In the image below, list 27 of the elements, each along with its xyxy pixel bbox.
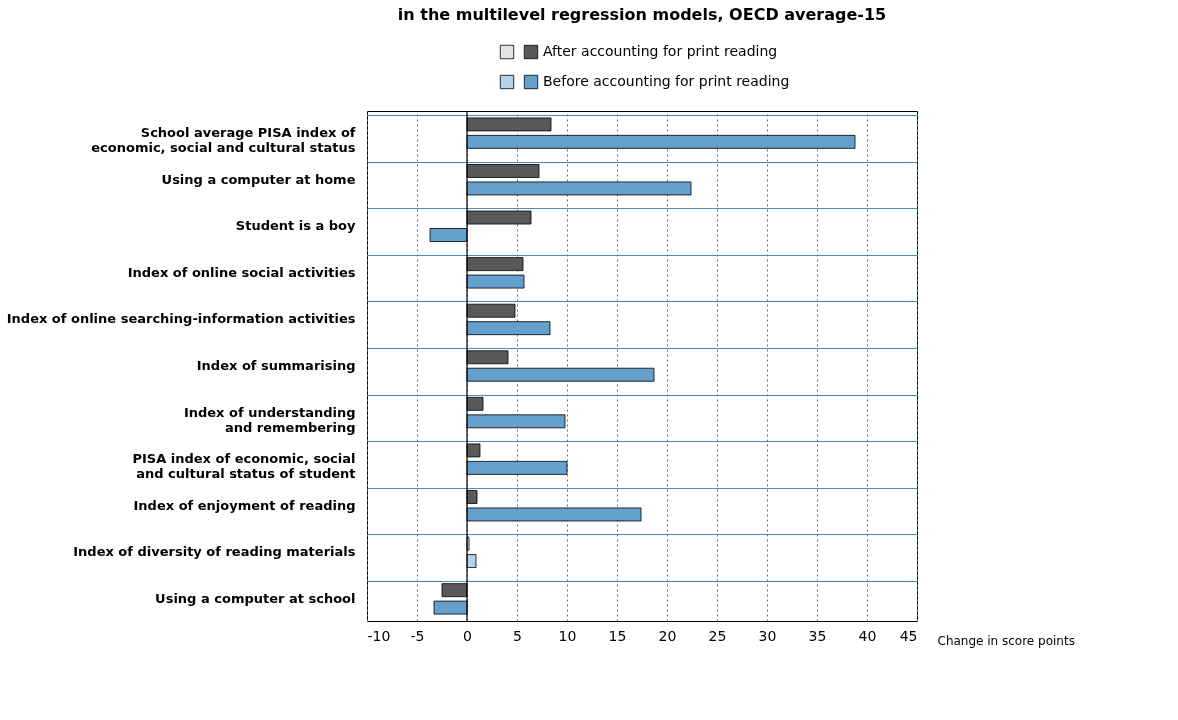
legend-label: Before accounting for print reading [543, 73, 790, 89]
y-tick-label: Using a computer at home [161, 171, 356, 187]
y-tick-label: School average PISA index of economic, social and cultural status [91, 125, 356, 156]
x-tick-label: 30 [758, 627, 777, 644]
y-tick-label: Using a computer at school [155, 590, 356, 606]
x-tick-label: 45 [899, 627, 918, 644]
x-axis-title: Change in score points [937, 633, 1075, 648]
y-tick-label: Index of understanding and remembering [183, 404, 356, 435]
x-tick-label: 0 [463, 627, 472, 644]
y-tick-label: PISA index of economic, social and cultural status of student [132, 451, 356, 482]
y-tick-label: Index of summarising [196, 358, 356, 373]
x-tick-label: 25 [708, 627, 727, 644]
y-tick-label: Index of online searching-information activities [6, 311, 356, 327]
x-tick-label: 40 [858, 627, 877, 644]
chart-title: in the multilevel regression models, OECD average-15 [397, 5, 887, 24]
y-tick-label: Student is a boy [235, 218, 357, 234]
legend-label: After accounting for print reading [543, 43, 778, 59]
x-tick-label: -10 [367, 627, 391, 644]
y-tick-label: Index of online social activities [127, 264, 356, 280]
x-tick-label: -5 [410, 627, 425, 644]
x-tick-label: 5 [513, 627, 522, 644]
y-tick-label: Index of diversity of reading materials [73, 544, 356, 560]
x-tick-label: 10 [558, 627, 577, 644]
x-tick-label: 15 [608, 627, 627, 644]
x-tick-label: 20 [658, 627, 677, 644]
x-tick-label: 35 [808, 627, 827, 644]
y-tick-label: Index of enjoyment of reading [133, 497, 356, 513]
